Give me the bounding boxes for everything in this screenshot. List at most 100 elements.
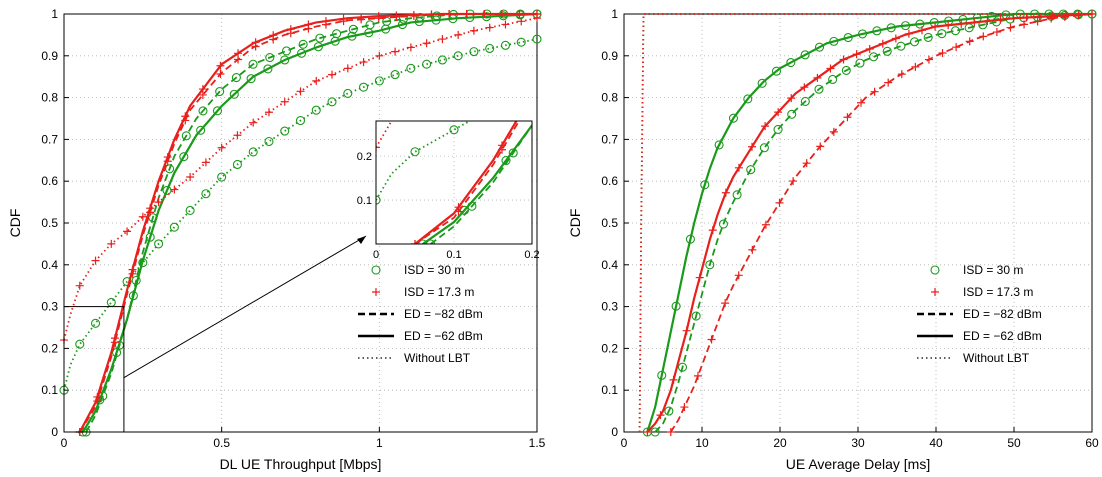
panel1-series-0-point xyxy=(901,21,911,31)
panel1-series-4-point xyxy=(857,98,866,107)
panel0-inset-series-2-point xyxy=(528,82,536,90)
panel1-legend-label-1: ISD = 17.3 m xyxy=(963,285,1033,299)
panel0-ytick-label: 0.8 xyxy=(41,91,58,105)
panel0-series-1-point xyxy=(298,39,308,49)
panel1-series-4-point xyxy=(802,159,811,168)
panel1-series-3-point xyxy=(708,226,717,235)
panel0-series-2-point xyxy=(500,40,511,50)
panel0-series-2-point xyxy=(327,97,337,107)
panel0-series-2-point xyxy=(390,70,400,80)
panel0-series-4-point xyxy=(515,10,524,18)
panel1-series-3-point xyxy=(865,45,874,54)
panel1-series-3-point xyxy=(878,39,887,48)
panel0-series-2-point xyxy=(311,105,321,115)
panel0-inset-series-2-point xyxy=(489,104,497,112)
panel1-series-3-point xyxy=(656,411,665,420)
panel0-ytick-label: 1 xyxy=(51,7,58,21)
panel1-series-1-point xyxy=(828,74,838,85)
panel1-series-3-point xyxy=(813,73,822,82)
panel0-series-5-point xyxy=(154,198,163,207)
panel0-inset-series-2-point xyxy=(645,25,653,33)
panel0-series-2-point xyxy=(264,136,274,147)
panel0-series-1-point xyxy=(432,11,442,21)
panel1-ytick-label: 0.3 xyxy=(601,300,618,314)
panel0-ytick-label: 0.7 xyxy=(41,132,58,146)
panel0-series-5-point xyxy=(485,23,494,32)
panel1-series-1-point xyxy=(732,190,742,200)
panel0-series-2-point xyxy=(248,147,258,157)
panel1-series-0-point xyxy=(685,234,695,244)
panel0-series-2-point xyxy=(154,239,164,249)
panel1-xtick-label: 30 xyxy=(851,436,865,450)
panel0-series-2-point xyxy=(217,172,227,182)
panel1-series-3-point xyxy=(787,94,796,103)
panel1-xtick-label: 10 xyxy=(695,436,709,450)
panel1-series-3-point xyxy=(800,83,809,92)
panel1-series-3-point xyxy=(682,326,691,335)
panel0-inset-series-5-point xyxy=(411,86,419,94)
panel1-ytick-label: 0.8 xyxy=(601,91,618,105)
panel1-series-1-point xyxy=(664,406,674,416)
panel1-series-4-point xyxy=(1060,12,1069,21)
panel0-series-4-point xyxy=(216,69,225,78)
panel1-series-3-point xyxy=(721,188,730,197)
panel0-legend-label-1: ISD = 17.3 m xyxy=(404,285,474,299)
panel1-series-1-point xyxy=(882,46,892,56)
panel1-x-axis-label: UE Average Delay [ms] xyxy=(786,456,930,472)
panel1-series-4-point xyxy=(870,87,879,96)
panel0-series-4-point xyxy=(445,10,454,18)
panel1-series-3-point xyxy=(983,17,992,26)
panel0-inset-ytick-label: 0.1 xyxy=(357,195,372,207)
panel0-series-4-point xyxy=(304,24,313,33)
panel0-ytick-label: 0.5 xyxy=(41,216,58,230)
panel0-series-5-point xyxy=(75,281,84,290)
panel0-series-4-point xyxy=(497,10,506,18)
panel0-inset-series-4-point xyxy=(542,74,550,82)
panel0-series-2-point xyxy=(406,63,416,73)
panel0-series-2-point xyxy=(374,76,384,86)
panel1-series-3-point xyxy=(643,428,652,436)
panel0-series-2-point xyxy=(185,205,195,216)
panel0-inset-xtick-label: 0 xyxy=(373,249,379,261)
panel1-series-0-point xyxy=(814,42,825,52)
panel1-series-0-line xyxy=(646,12,1092,433)
panel1-series-4-point xyxy=(965,37,974,46)
panel1-legend-label-3: ED = −62 dBm xyxy=(963,329,1042,343)
panel1-series-0-point xyxy=(843,32,853,43)
panel0-series-2-point xyxy=(75,339,85,349)
panel0-series-0-point xyxy=(229,89,239,99)
panel1-ytick-label: 0.2 xyxy=(601,341,618,355)
panel1-series-0-point xyxy=(714,140,724,150)
panel1-series-0-point xyxy=(872,26,882,36)
panel1-series-0-point xyxy=(800,50,810,60)
panel1-series-3-point xyxy=(891,34,900,43)
panel0-series-1-point xyxy=(131,275,141,286)
panel1-series-4-point xyxy=(707,335,716,344)
panel0-series-4-point xyxy=(339,17,348,26)
panel0-zoom-arrowhead xyxy=(357,236,366,244)
panel0-series-5-point xyxy=(533,14,541,23)
panel0-series-4-point xyxy=(321,20,330,29)
panel1-series-1-point xyxy=(937,29,947,39)
panel0-series-0-point xyxy=(145,232,155,242)
panel1-series-3-point xyxy=(957,19,966,28)
panel0-ytick-label: 0.1 xyxy=(41,383,58,397)
panel1-series-1-point xyxy=(814,84,824,94)
panel0-series-0-point xyxy=(196,125,206,135)
panel1-ytick-label: 0.4 xyxy=(601,258,618,272)
panel0-series-5-point xyxy=(375,51,384,60)
panel0-series-1-point xyxy=(348,24,358,34)
panel0-xtick-label: 0 xyxy=(61,436,68,450)
panel1-series-0-point xyxy=(728,113,739,123)
panel0-series-2-point xyxy=(422,59,432,69)
panel0-series-0-point xyxy=(297,48,307,58)
panel0-series-0-point xyxy=(397,20,408,30)
panel0-series-4-point xyxy=(392,13,401,22)
panel0-series-4-point xyxy=(234,55,243,64)
panel0-series-2-point xyxy=(359,82,369,92)
panel0-series-4-point xyxy=(146,208,155,217)
panel0-series-4-point xyxy=(357,15,366,24)
panel0-inset-series-3-line xyxy=(414,121,518,244)
panel1-series-3-point xyxy=(826,64,835,73)
